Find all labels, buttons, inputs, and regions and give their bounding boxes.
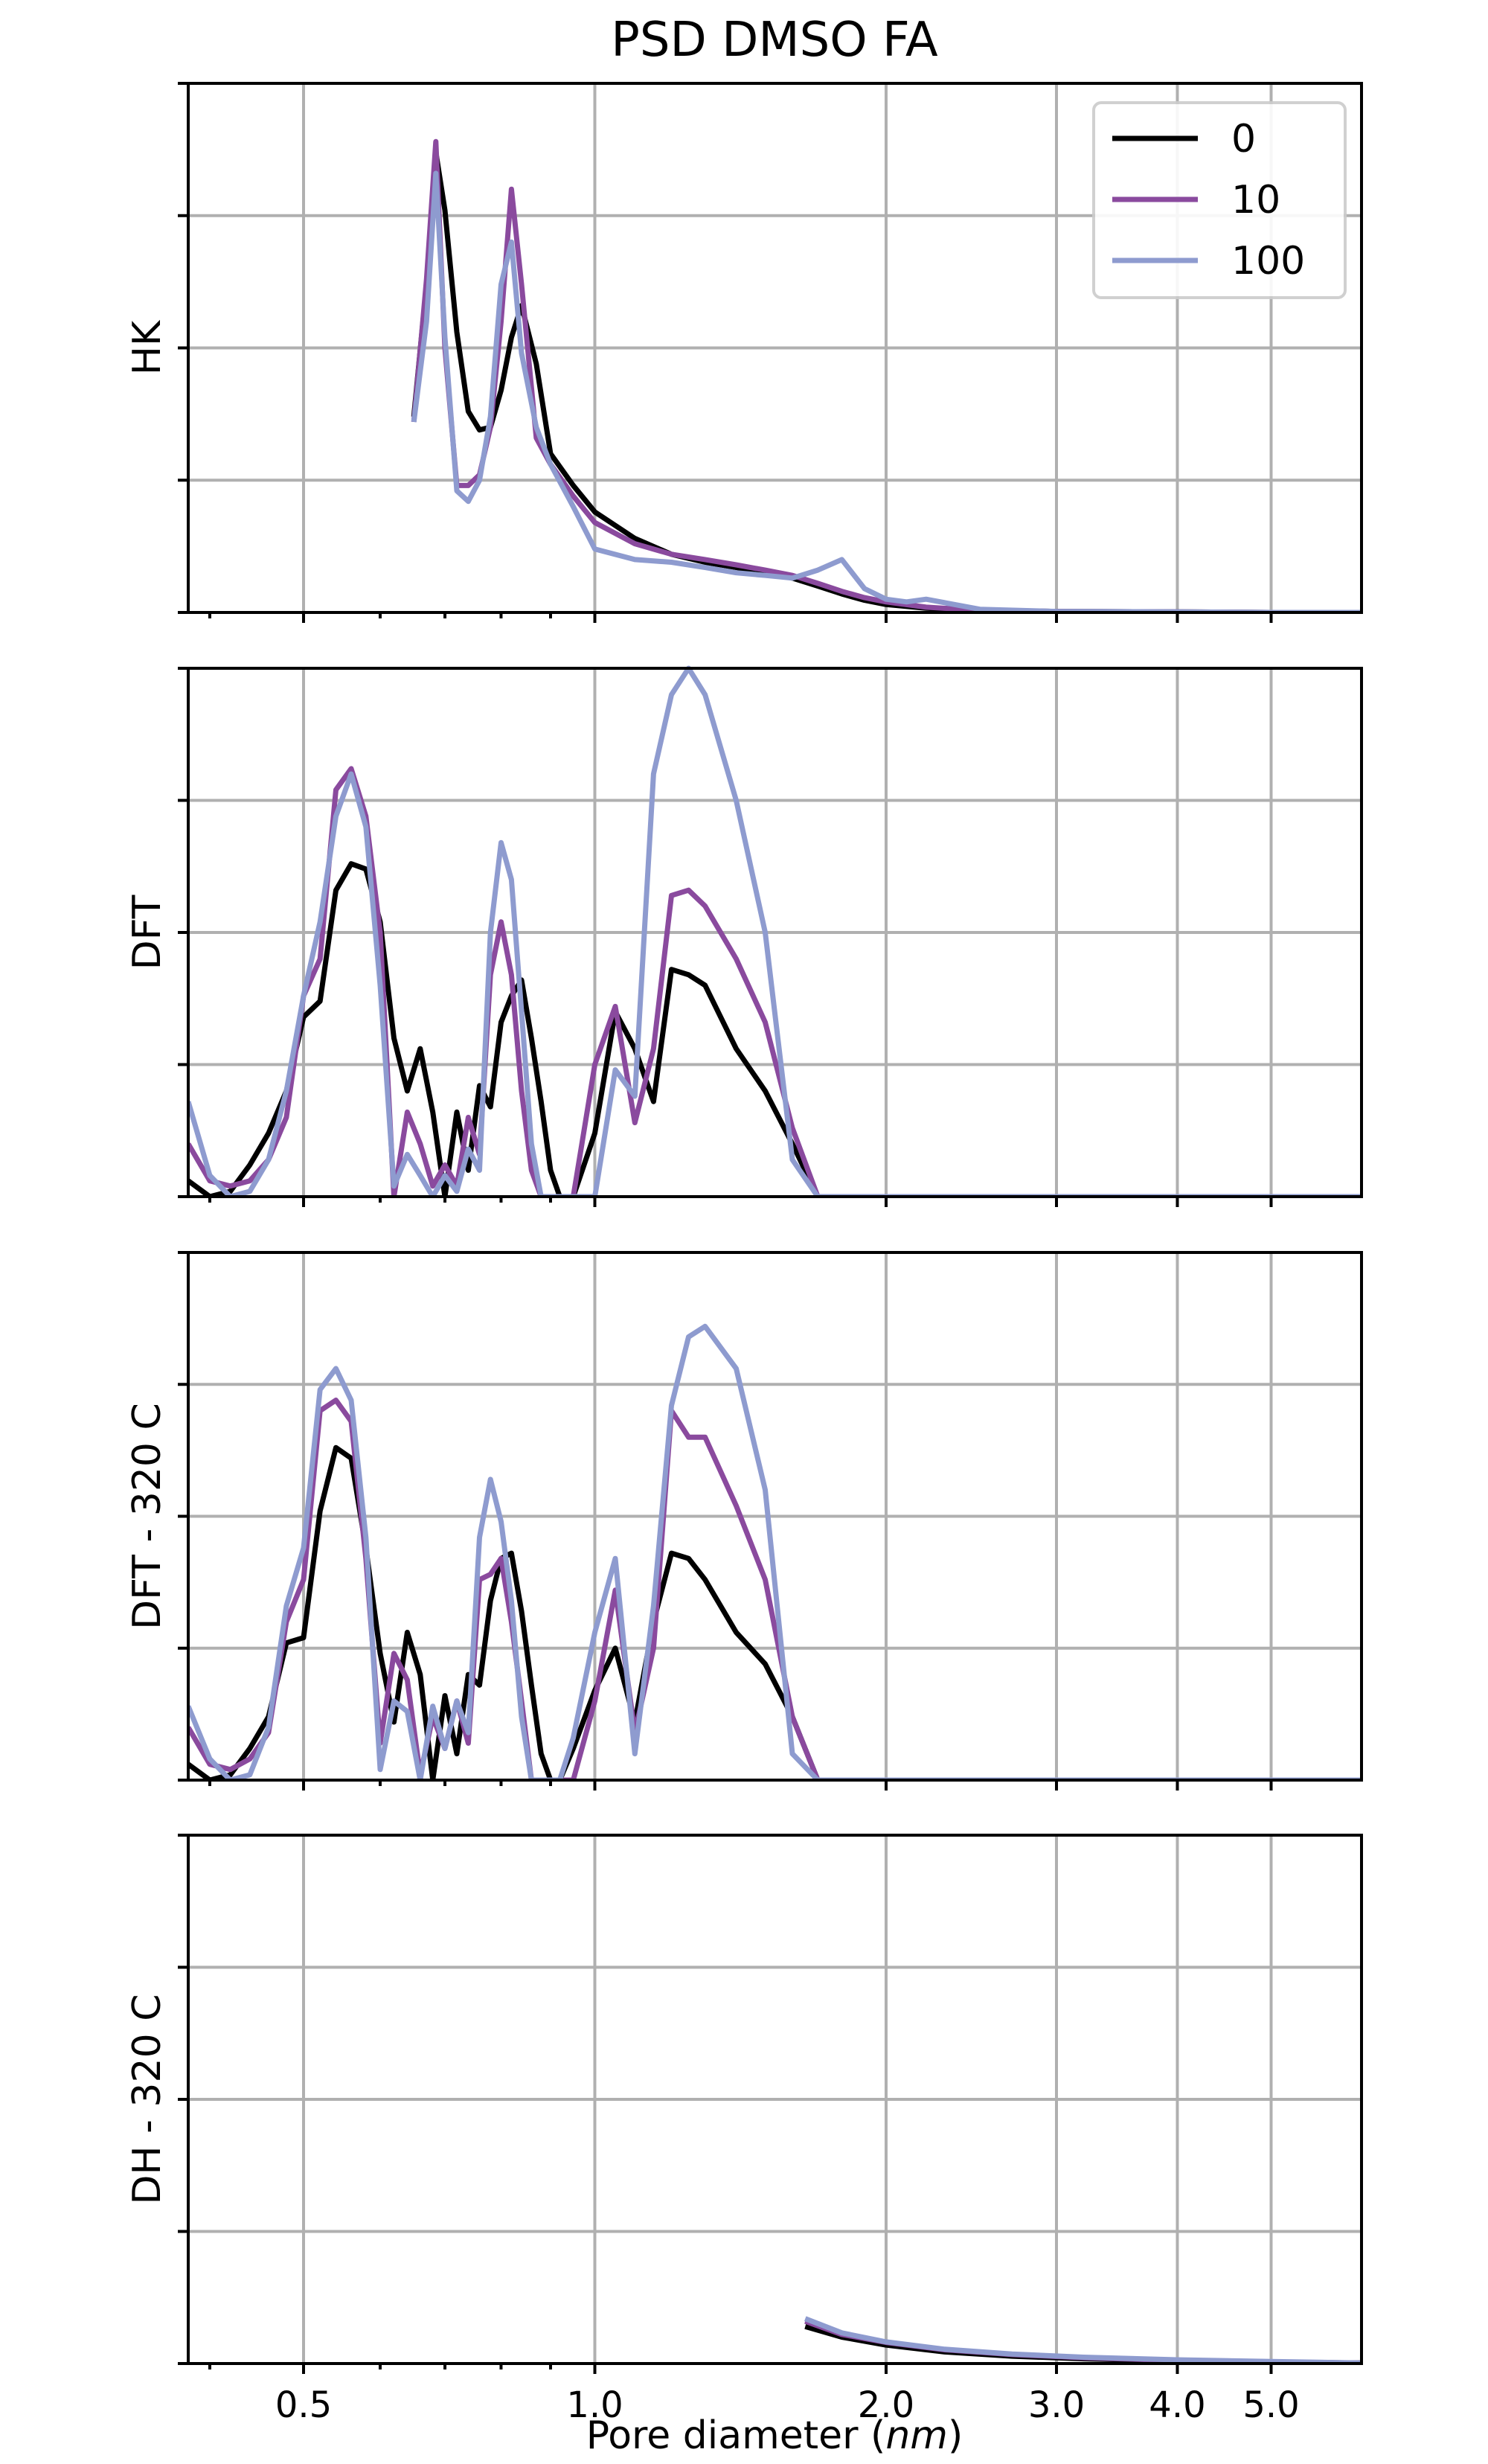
chart-title: PSD DMSO FA [611, 13, 938, 68]
y-axis-label: DFT - 320 C [125, 1403, 170, 1630]
x-axis-label-unit: nm [885, 2413, 948, 2458]
legend-frame [1092, 101, 1347, 299]
legend-label-10: 10 [1231, 178, 1280, 223]
series-line-100 [188, 665, 1362, 1197]
panel-2: DFT [125, 665, 1363, 1207]
series-line-100 [804, 2316, 1362, 2364]
panel-4: DH - 320 C 0.5 1.0 2.0 3.0 4.0 5.0 [125, 1834, 1363, 2426]
x-axis-label-close: ) [948, 2413, 963, 2458]
x-tick-label: 5.0 [1242, 2384, 1299, 2426]
panel-3: DFT - 320 C [125, 1251, 1363, 1791]
x-axis-label-main: Pore diameter ( [586, 2413, 886, 2458]
x-tick-label: 4.0 [1149, 2384, 1205, 2426]
series-line-0 [188, 1444, 1362, 1780]
y-axis-label: DH - 320 C [125, 1994, 170, 2204]
panel-1: HK 0 10 100 [125, 82, 1363, 623]
y-axis-label: DFT [125, 895, 170, 970]
series-line-0 [188, 861, 1362, 1197]
series-line-100 [188, 1323, 1362, 1780]
series-line-10 [411, 138, 1362, 612]
x-tick-label: 0.5 [275, 2384, 332, 2426]
series-group [804, 2316, 1362, 2364]
panels-layer: HK 0 10 100 DFT DFT - 320 C DH - 320 C 0.5 1.0 2.… [125, 82, 1363, 2426]
x-tick-label: 1.0 [566, 2384, 623, 2426]
x-tick-label: 3.0 [1028, 2384, 1085, 2426]
legend-label-100: 100 [1231, 239, 1305, 284]
series-group [188, 665, 1362, 1197]
series-group [411, 138, 1362, 612]
x-tick-label: 2.0 [858, 2384, 914, 2426]
series-line-100 [411, 170, 1362, 612]
legend-label-0: 0 [1231, 117, 1256, 161]
series-group [188, 1323, 1362, 1780]
legend: 0 10 100 [1092, 101, 1347, 299]
x-axis-label: Pore diameter (nm) [586, 2413, 963, 2458]
y-axis-label: HK [125, 319, 170, 375]
